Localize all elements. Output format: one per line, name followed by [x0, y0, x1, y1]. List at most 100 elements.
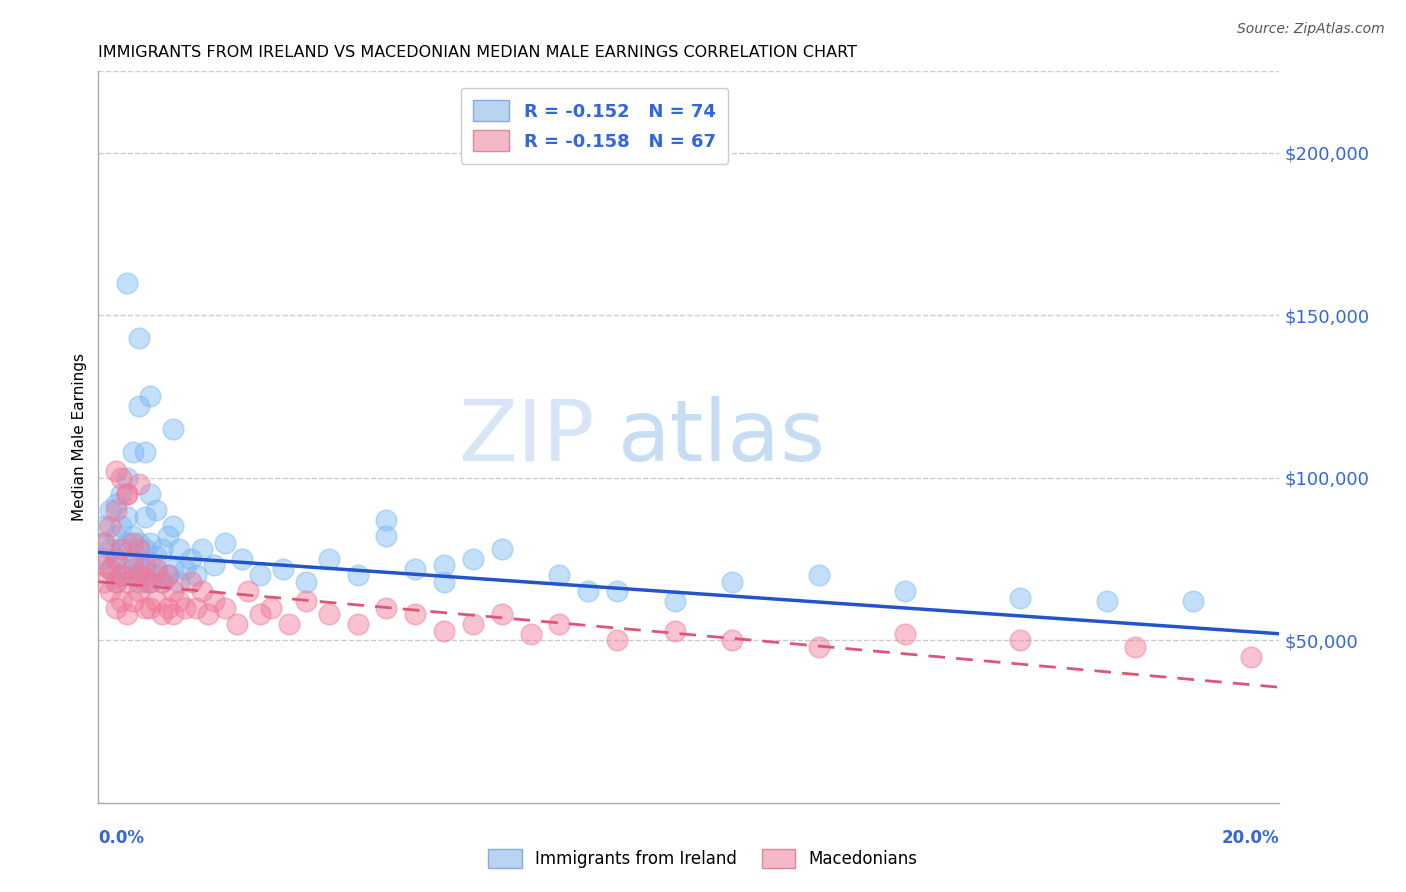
Point	[238, 584, 260, 599]
Point	[191, 584, 214, 599]
Point	[139, 389, 162, 403]
Point	[461, 617, 484, 632]
Point	[93, 535, 115, 549]
Point	[346, 568, 368, 582]
Point	[162, 422, 184, 436]
Point	[122, 535, 145, 549]
Point	[162, 519, 184, 533]
Point	[128, 574, 150, 589]
Point	[375, 529, 398, 543]
Text: 20.0%: 20.0%	[1222, 829, 1279, 847]
Point	[664, 594, 686, 608]
Point	[1010, 633, 1032, 648]
Point	[93, 552, 115, 566]
Point	[180, 552, 202, 566]
Point	[134, 558, 156, 573]
Point	[249, 607, 271, 622]
Point	[128, 477, 150, 491]
Point	[260, 600, 283, 615]
Point	[491, 607, 513, 622]
Point	[295, 574, 318, 589]
Point	[128, 542, 150, 557]
Point	[122, 594, 145, 608]
Point	[139, 487, 162, 501]
Point	[150, 574, 173, 589]
Point	[173, 600, 195, 615]
Point	[375, 513, 398, 527]
Point	[110, 594, 132, 608]
Point	[122, 568, 145, 582]
Legend: Immigrants from Ireland, Macedonians: Immigrants from Ireland, Macedonians	[482, 842, 924, 875]
Point	[110, 568, 132, 582]
Point	[134, 542, 156, 557]
Point	[104, 574, 127, 589]
Point	[202, 558, 225, 573]
Point	[664, 624, 686, 638]
Point	[98, 584, 121, 599]
Point	[433, 558, 456, 573]
Point	[214, 535, 236, 549]
Point	[139, 574, 162, 589]
Point	[150, 574, 173, 589]
Point	[115, 535, 138, 549]
Point	[128, 584, 150, 599]
Point	[115, 487, 138, 501]
Point	[150, 607, 173, 622]
Point	[156, 568, 179, 582]
Point	[145, 594, 167, 608]
Point	[214, 600, 236, 615]
Point	[1010, 591, 1032, 605]
Point	[110, 542, 132, 557]
Point	[433, 574, 456, 589]
Point	[115, 607, 138, 622]
Point	[548, 568, 571, 582]
Point	[139, 574, 162, 589]
Point	[548, 617, 571, 632]
Point	[894, 626, 917, 640]
Point	[98, 562, 121, 576]
Point	[104, 600, 127, 615]
Point	[110, 519, 132, 533]
Y-axis label: Median Male Earnings: Median Male Earnings	[72, 353, 87, 521]
Point	[139, 535, 162, 549]
Point	[128, 555, 150, 569]
Point	[807, 640, 830, 654]
Point	[110, 542, 132, 557]
Point	[134, 562, 156, 576]
Point	[122, 529, 145, 543]
Point	[295, 594, 318, 608]
Point	[186, 600, 208, 615]
Point	[115, 276, 138, 290]
Point	[162, 562, 184, 576]
Point	[145, 562, 167, 576]
Point	[197, 607, 219, 622]
Point	[115, 487, 138, 501]
Point	[271, 562, 294, 576]
Point	[277, 617, 299, 632]
Point	[134, 600, 156, 615]
Point	[115, 574, 138, 589]
Point	[249, 568, 271, 582]
Point	[115, 562, 138, 576]
Point	[145, 503, 167, 517]
Point	[404, 562, 426, 576]
Point	[519, 626, 541, 640]
Point	[1182, 594, 1205, 608]
Point	[110, 568, 132, 582]
Point	[104, 552, 127, 566]
Text: atlas: atlas	[619, 395, 827, 479]
Point	[404, 607, 426, 622]
Point	[139, 555, 162, 569]
Point	[202, 594, 225, 608]
Point	[156, 529, 179, 543]
Point	[104, 552, 127, 566]
Point	[461, 552, 484, 566]
Point	[346, 617, 368, 632]
Point	[98, 562, 121, 576]
Point	[128, 568, 150, 582]
Point	[1125, 640, 1147, 654]
Point	[173, 562, 195, 576]
Point	[145, 568, 167, 582]
Point	[180, 574, 202, 589]
Point	[1354, 656, 1376, 670]
